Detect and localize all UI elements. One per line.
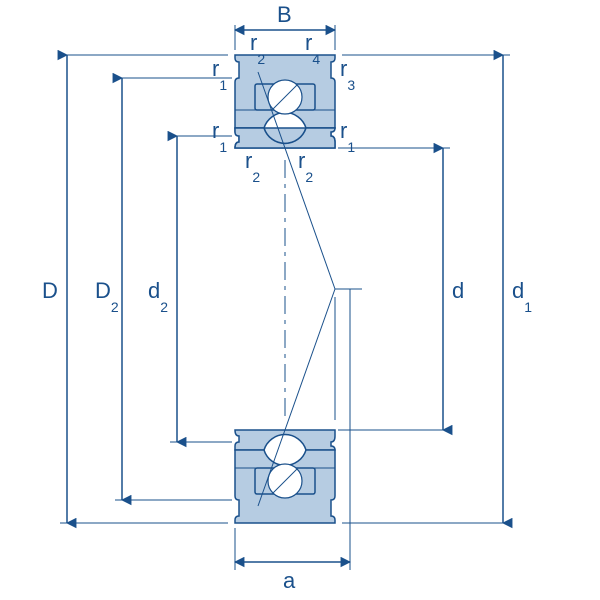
label-r2-bot-right: r2 [298,148,313,185]
label-D2: D2 [95,278,119,315]
label-r1-left-upper: r1 [212,56,227,93]
label-d1: d1 [512,278,532,315]
lower-inner-ring [235,430,335,450]
label-r3-right-upper: r3 [340,56,355,93]
label-D: D [42,278,58,303]
label-d: d [452,278,464,303]
label-d2: d2 [148,278,168,315]
label-B: B [277,2,292,27]
bearing-cross-section-diagram: B a D D2 d2 d d1 r2 r4 r1 r3 r1 r1 r2 r2 [0,0,600,600]
label-a: a [283,568,296,593]
upper-bearing-section [235,55,335,148]
label-r2-bot-left: r2 [245,148,260,185]
lower-bearing-section [235,430,335,523]
label-r1-right-lower: r1 [340,118,355,155]
